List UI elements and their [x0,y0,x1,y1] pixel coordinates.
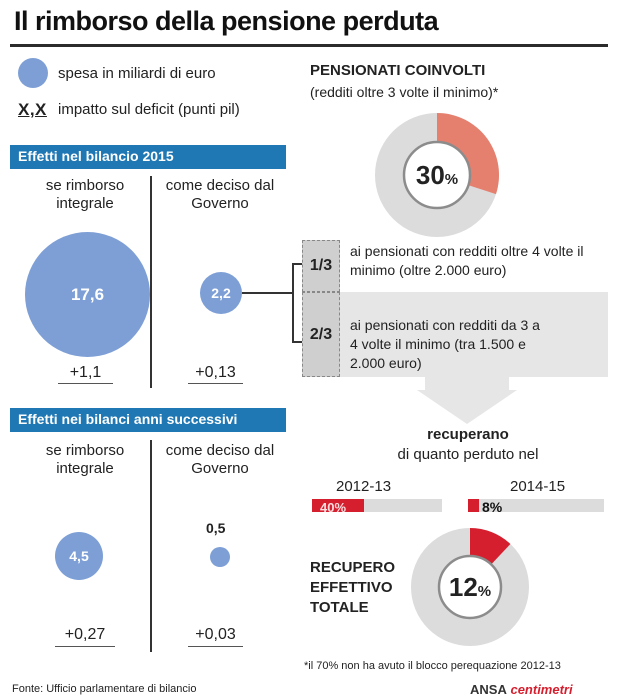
bubble-later-full: 4,5 [55,532,103,580]
pensioners-share: 30% [400,160,474,191]
donut-center [402,140,472,210]
recover-subheading: di quanto perduto nel [397,446,539,463]
total-share: 12% [432,572,508,603]
period-1-bar-fill [312,499,364,512]
section-2015-heading: Effetti nel bilancio 2015 [10,145,286,169]
impact-underline [188,383,243,384]
legend-impact-symbol: X,X [18,100,47,119]
period-1-bar [312,499,442,512]
total-value: 12 [448,572,478,602]
impact-later-government: +0,03 [195,626,236,643]
brand-logo: ANSA centimetri [470,682,573,697]
impact-2015-full: +1,1 [69,364,102,381]
period-2-bar [468,499,604,512]
connector-line [242,292,294,294]
pensioners-share-unit: % [444,171,459,188]
bubble-later-government-value: 0,5 [206,520,226,536]
total-heading: RECUPERO EFFETTIVO TOTALE [310,559,396,616]
bubble-2015-government: 2,2 [200,272,242,314]
total-donut [411,528,529,646]
pensioners-subheading: (redditi oltre 3 volte il minimo)* [310,84,499,100]
source-note: Fonte: Ufficio parlamentare di bilancio [12,683,197,695]
col-later-right-heading: come deciso dal Governo [165,442,275,477]
donut-share-slice [437,113,499,195]
column-divider [150,440,152,652]
period-2-bar-fill [468,499,479,512]
title-divider [10,44,608,47]
pensioners-donut [375,113,499,237]
impact-underline [55,646,115,647]
recover-heading: recuperano [427,426,509,443]
donut-share-slice [470,528,511,566]
period-2-label: 8% [482,499,503,515]
brand-ansa: ANSA [470,682,507,697]
footnote: *il 70% non ha avuto il blocco perequazi… [304,660,561,672]
donut-center [437,554,503,620]
legend-impact-label: impatto sul deficit (punti pil) [58,101,240,118]
legend-spending-label: spesa in miliardi di euro [58,65,216,82]
column-divider [150,176,152,388]
period-1-year: 2012-13 [336,478,392,495]
pensioners-share-value: 30 [415,160,445,190]
fraction-2-band [302,292,608,377]
impact-later-full: +0,27 [64,626,106,643]
pensioners-heading: PENSIONATI COINVOLTI [310,62,486,79]
legend-bubble-icon [18,58,48,88]
col-2015-right-heading: come deciso dal Governo [165,177,275,212]
col-2015-left-heading: se rimborso integrale [45,177,125,212]
fraction-2-text: ai pensionati con redditi da 3 a 4 volte… [350,317,540,371]
period-2-year: 2014-15 [510,478,566,495]
fraction-1-label: 1/3 [302,240,340,292]
col-later-left-heading: se rimborso integrale [45,442,125,477]
impact-2015-government: +0,13 [195,364,236,381]
down-arrow-icon [417,376,517,424]
total-unit: % [477,583,492,600]
fraction-2-label: 2/3 [302,292,340,377]
bubble-later-government [210,547,230,567]
fraction-1-text: ai pensionati con redditi oltre 4 volte … [350,243,584,278]
page-title: Il rimborso della pensione perduta [14,6,439,36]
section-later-heading: Effetti nei bilanci anni successivi [10,408,286,432]
impact-underline [188,646,243,647]
connector-bracket [292,263,302,343]
bubble-2015-full: 17,6 [25,232,150,357]
brand-centimetri: centimetri [510,682,573,697]
impact-underline [58,383,113,384]
period-1-label: 40% [320,500,347,515]
